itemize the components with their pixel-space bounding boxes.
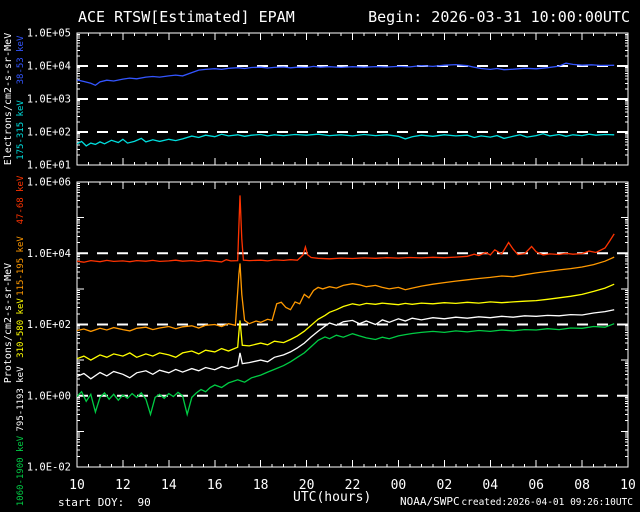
legend-1060-1900-keV: 1060-1900 keV bbox=[16, 435, 26, 507]
x-tick-label: 04 bbox=[482, 478, 498, 493]
series-1060-1900-keV bbox=[77, 323, 615, 417]
x-axis-label: UTC(hours) bbox=[293, 490, 372, 505]
x-tick-label: 10 bbox=[69, 478, 85, 493]
plot-title: ACE RTSW[Estimated] EPAM bbox=[78, 8, 295, 26]
series-38-53-keV bbox=[77, 62, 615, 87]
x-tick-label: 22 bbox=[345, 478, 361, 493]
protons-y-tick-label: 1.0E+06 bbox=[27, 177, 71, 189]
x-tick-label: 06 bbox=[528, 478, 544, 493]
series-310-580-keV bbox=[77, 283, 615, 361]
agency-credit: NOAA/SWPC bbox=[400, 495, 460, 508]
start-doy-label: start DOY: 90 bbox=[58, 496, 151, 509]
protons-y-tick-label: 1.0E+02 bbox=[27, 319, 71, 331]
x-tick-label: 00 bbox=[391, 478, 407, 493]
series-115-195-keV bbox=[77, 256, 615, 333]
x-tick-label: 18 bbox=[253, 478, 269, 493]
protons-y-tick-label: 1.0E+00 bbox=[27, 390, 71, 402]
x-tick-label: 08 bbox=[574, 478, 590, 493]
protons-y-tick-label: 1.0E-02 bbox=[27, 462, 71, 474]
protons-axis-ticks bbox=[76, 181, 629, 468]
electrons-y-tick-label: 1.0E+05 bbox=[27, 28, 71, 40]
electrons-y-tick-label: 1.0E+04 bbox=[27, 61, 71, 73]
begin-timestamp: Begin: 2026-03-31 10:00:00UTC bbox=[368, 8, 630, 26]
electrons-y-tick-label: 1.0E+02 bbox=[27, 127, 71, 139]
x-tick-label: 10 bbox=[620, 478, 636, 493]
series-175-315-keV bbox=[77, 133, 615, 147]
series-795-1193-keV bbox=[77, 309, 615, 380]
x-tick-label: 14 bbox=[161, 478, 177, 493]
electrons-y-tick-label: 1.0E+01 bbox=[27, 160, 71, 172]
electrons-y-tick-label: 1.0E+03 bbox=[27, 94, 71, 106]
x-tick-label: 20 bbox=[299, 478, 315, 493]
series-47-68-keV bbox=[77, 195, 615, 263]
electrons-axis-ticks bbox=[76, 32, 629, 166]
x-tick-label: 16 bbox=[207, 478, 223, 493]
protons-y-tick-label: 1.0E+04 bbox=[27, 248, 71, 260]
x-tick-label: 02 bbox=[437, 478, 453, 493]
created-timestamp: created:2026-04-01 09:26:10UTC bbox=[461, 497, 633, 508]
x-tick-label: 12 bbox=[115, 478, 131, 493]
